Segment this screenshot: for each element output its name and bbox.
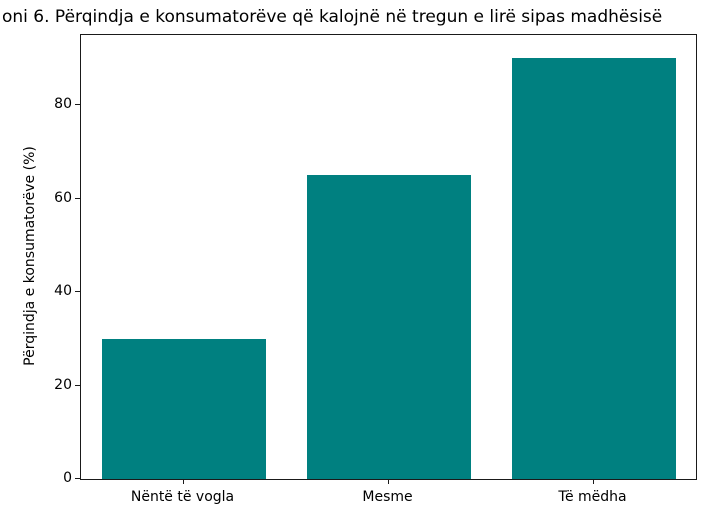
- y-tick-label: 20: [54, 376, 72, 393]
- bar-1: [101, 338, 266, 479]
- bar-2: [306, 175, 471, 479]
- x-tick-mark: [387, 479, 389, 484]
- x-tick-mark: [592, 479, 594, 484]
- x-tick-label: Mesme: [362, 489, 413, 505]
- y-tick-mark: [75, 478, 80, 479]
- y-axis-label: Përqindja e konsumatorëve (%): [22, 146, 38, 366]
- x-tick-mark: [182, 479, 184, 484]
- x-tick-label: Nëntë të vogla: [130, 489, 235, 505]
- y-tick-label: 60: [54, 189, 72, 206]
- y-tick-label: 80: [54, 96, 72, 113]
- y-tick-label: 0: [63, 470, 72, 486]
- chart-title: oni 6. Përqindja e konsumatorëve që kalo…: [2, 7, 663, 27]
- y-tick-mark: [75, 291, 80, 293]
- y-tick-mark: [75, 197, 80, 199]
- x-tick-label: Të mëdha: [558, 489, 627, 505]
- y-tick-mark: [75, 384, 80, 386]
- y-tick-mark: [75, 104, 80, 106]
- y-tick-label: 40: [54, 283, 72, 300]
- bar-3: [511, 58, 676, 479]
- plot-area: [80, 34, 697, 480]
